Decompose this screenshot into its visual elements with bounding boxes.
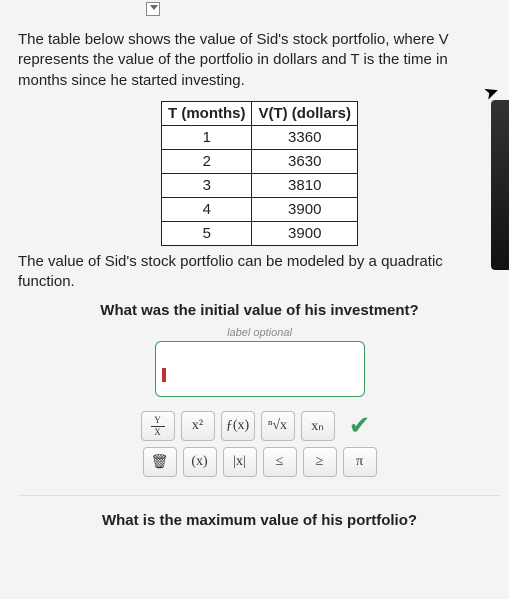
table-header-row: T (months) V(T) (dollars) xyxy=(162,101,358,125)
check-button[interactable]: ✔ xyxy=(341,411,379,441)
table-row: 13360 xyxy=(162,125,358,149)
data-table: T (months) V(T) (dollars) 13360 23630 33… xyxy=(161,101,358,246)
toolbar-row-2: 🗑 (x) |x| ≤ ≥ π xyxy=(110,447,410,477)
table-header: V(T) (dollars) xyxy=(252,101,358,125)
dropdown-icon[interactable] xyxy=(146,2,160,16)
question-2: What is the maximum value of his portfol… xyxy=(18,512,501,529)
answer-input[interactable] xyxy=(155,341,365,397)
math-toolbar: Y X x² ƒ(x) ⁿ√x xₙ ✔ 🗑 (x) |x| ≤ ≥ π xyxy=(110,411,410,477)
question-1: What was the initial value of his invest… xyxy=(18,302,501,319)
fx-button[interactable]: ƒ(x) xyxy=(221,411,255,441)
text-caret xyxy=(162,368,166,382)
table-row: 23630 xyxy=(162,149,358,173)
absolute-value-button[interactable]: |x| xyxy=(223,447,257,477)
nth-root-button[interactable]: ⁿ√x xyxy=(261,411,295,441)
trash-button[interactable]: 🗑 xyxy=(143,447,177,477)
trash-icon: 🗑 xyxy=(151,454,169,471)
pi-button[interactable]: π xyxy=(343,447,377,477)
x-squared-button[interactable]: x² xyxy=(181,411,215,441)
check-icon: ✔ xyxy=(349,411,371,441)
right-edge-panel xyxy=(491,100,509,270)
greater-equal-button[interactable]: ≥ xyxy=(303,447,337,477)
section-divider xyxy=(18,495,501,496)
intro-text: The table below shows the value of Sid's… xyxy=(18,30,501,91)
table-row: 33810 xyxy=(162,173,358,197)
table-row: 43900 xyxy=(162,197,358,221)
parentheses-button[interactable]: (x) xyxy=(183,447,217,477)
table-header: T (months) xyxy=(162,101,252,125)
table-row: 53900 xyxy=(162,221,358,245)
below-text: The value of Sid's stock portfolio can b… xyxy=(18,252,501,293)
fraction-button[interactable]: Y X xyxy=(141,411,175,441)
answer-area: label optional xyxy=(155,327,365,397)
label-optional: label optional xyxy=(155,327,365,339)
less-equal-button[interactable]: ≤ xyxy=(263,447,297,477)
x-sub-n-button[interactable]: xₙ xyxy=(301,411,335,441)
top-fragment xyxy=(140,2,160,16)
toolbar-row-1: Y X x² ƒ(x) ⁿ√x xₙ ✔ xyxy=(110,411,410,441)
